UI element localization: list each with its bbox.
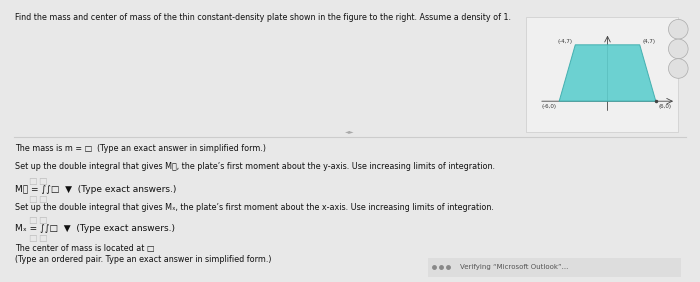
Text: The mass is m = □  (Type an exact answer in simplified form.): The mass is m = □ (Type an exact answer …: [15, 144, 266, 153]
Text: □: □: [38, 195, 47, 204]
Text: ◄►: ◄►: [345, 129, 355, 134]
Polygon shape: [559, 45, 656, 101]
Text: □: □: [29, 195, 37, 204]
Text: Mᵹ = ∫∫□  ▼  (Type exact answers.): Mᵹ = ∫∫□ ▼ (Type exact answers.): [15, 185, 176, 194]
Text: □: □: [29, 234, 37, 243]
FancyBboxPatch shape: [428, 258, 681, 277]
Circle shape: [668, 59, 688, 78]
Text: □: □: [38, 177, 47, 186]
Text: Find the mass and center of mass of the thin constant-density plate shown in the: Find the mass and center of mass of the …: [15, 13, 511, 22]
Circle shape: [668, 39, 688, 59]
Text: □: □: [29, 217, 37, 226]
Circle shape: [668, 19, 688, 39]
Text: (Type an ordered pair. Type an exact answer in simplified form.): (Type an ordered pair. Type an exact ans…: [15, 255, 272, 264]
Text: (6,0): (6,0): [658, 104, 671, 109]
Text: (-4,7): (-4,7): [558, 39, 573, 44]
FancyBboxPatch shape: [526, 17, 678, 132]
Text: Set up the double integral that gives Mₓ, the plate’s first moment about the x-a: Set up the double integral that gives Mₓ…: [15, 203, 493, 212]
Text: Mₓ = ∫∫□  ▼  (Type exact answers.): Mₓ = ∫∫□ ▼ (Type exact answers.): [15, 224, 175, 233]
Text: □: □: [29, 177, 37, 186]
Text: □: □: [38, 217, 47, 226]
Text: □: □: [38, 234, 47, 243]
Text: (-6,0): (-6,0): [542, 104, 557, 109]
Text: (4,7): (4,7): [642, 39, 655, 44]
Text: Verifying “Microsoft Outlook”...: Verifying “Microsoft Outlook”...: [460, 265, 568, 270]
Text: The center of mass is located at □: The center of mass is located at □: [15, 244, 154, 253]
Text: Set up the double integral that gives Mᵹ, the plate’s first moment about the y-a: Set up the double integral that gives Mᵹ…: [15, 162, 495, 171]
